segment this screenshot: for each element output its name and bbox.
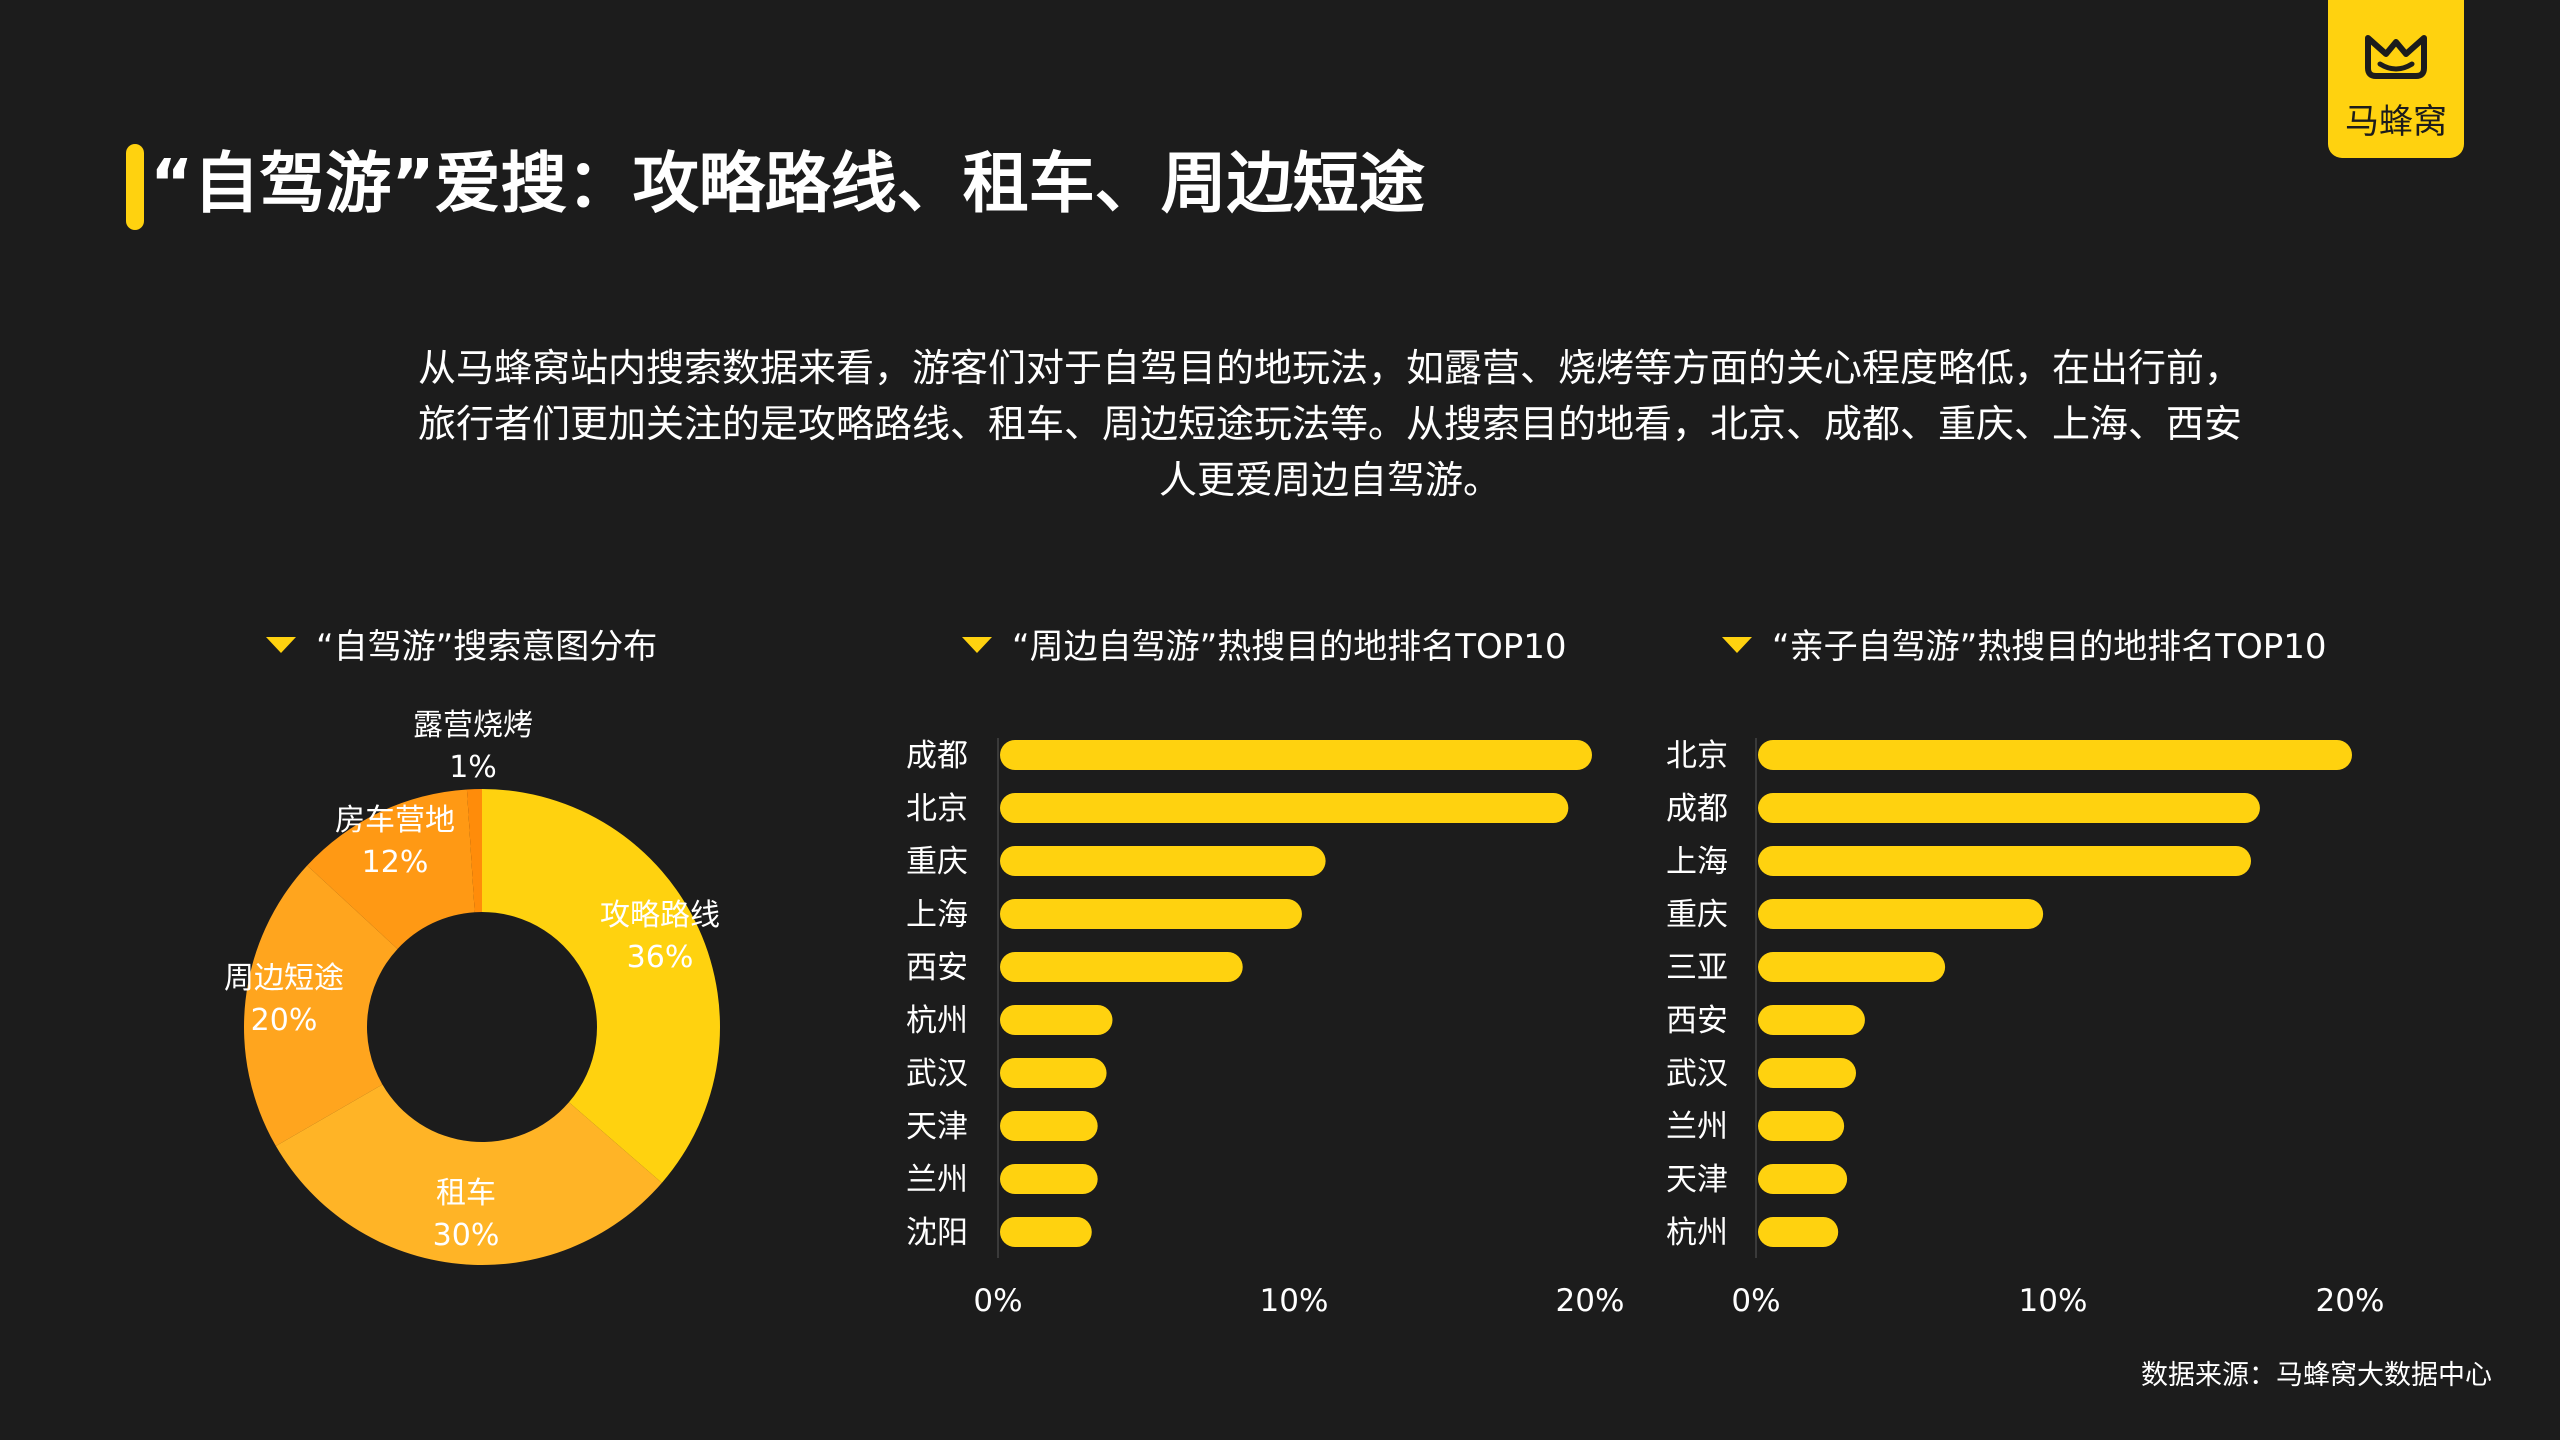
- page-title: “自驾游”爱搜：攻略路线、租车、周边短途: [150, 145, 1425, 222]
- bar-category-label: 武汉: [1666, 1056, 1728, 1092]
- triangle-down-icon: [1722, 636, 1752, 653]
- pie-slice-label: 露营烧烤: [413, 708, 533, 743]
- bar-0: [1000, 740, 1592, 770]
- pie-slice-3: [307, 789, 475, 949]
- bar-category-label: 武汉: [906, 1056, 968, 1092]
- pie-slice-2: [244, 865, 398, 1146]
- mafengwo-logo: 马蜂窝: [2328, 0, 2464, 158]
- pie-chart: 攻略路线 36% 租车 30% 周边短途 20% 房车营地 12% 露营烧烤 1%: [224, 708, 721, 1265]
- bar-5: [1758, 1005, 1865, 1035]
- x-tick-label: 20%: [1556, 1283, 1625, 1319]
- bar-category-label: 沈阳: [906, 1215, 968, 1251]
- triangle-down-icon: [962, 636, 992, 653]
- x-tick-label: 10%: [2019, 1283, 2088, 1319]
- bar-category-label: 重庆: [1666, 897, 1728, 933]
- pie-slice-label: 租车: [436, 1176, 496, 1211]
- bar-category-label: 成都: [906, 738, 968, 774]
- bar-category-label: 上海: [906, 897, 968, 933]
- pie-slice-value: 1%: [449, 750, 497, 785]
- mafengwo-m-icon: [2365, 35, 2427, 79]
- pie-slice-0: [482, 789, 721, 1183]
- bar-3: [1000, 899, 1302, 929]
- bar-8: [1000, 1164, 1098, 1194]
- bar-1: [1000, 793, 1569, 823]
- bar-chart-2-title: “亲子自驾游”热搜目的地排名TOP10: [1722, 622, 2327, 672]
- bar-category-label: 重庆: [906, 844, 968, 880]
- bar-category-label: 兰州: [906, 1162, 968, 1198]
- bar-7: [1758, 1111, 1845, 1141]
- bar-2: [1000, 846, 1326, 876]
- pie-chart-title: “自驾游”搜索意图分布: [266, 622, 657, 672]
- pie-slice-4: [466, 789, 482, 913]
- pie-slice-label: 房车营地: [335, 803, 455, 838]
- pie-slice-value: 12%: [362, 845, 429, 880]
- bar-1: [1758, 793, 2260, 823]
- bar-chart-1-title: “周边自驾游”热搜目的地排名TOP10: [962, 622, 1567, 672]
- title-accent-bar: [126, 144, 144, 230]
- pie-slice-1: [275, 1084, 662, 1265]
- bar-category-label: 北京: [1666, 738, 1728, 774]
- bar-0: [1758, 740, 2352, 770]
- bar-category-label: 西安: [906, 950, 968, 986]
- pie-slice-value: 36%: [627, 940, 694, 975]
- bar-3: [1758, 899, 2044, 929]
- bar-category-label: 天津: [1666, 1162, 1728, 1198]
- pie-slice-value: 30%: [433, 1218, 500, 1253]
- bar-chart-2-title-text: “亲子自驾游”热搜目的地排名TOP10: [1772, 627, 2327, 667]
- x-tick-label: 10%: [1260, 1283, 1329, 1319]
- bar-category-label: 上海: [1666, 844, 1728, 880]
- bar-category-label: 西安: [1666, 1003, 1728, 1039]
- bar-category-label: 天津: [906, 1109, 968, 1145]
- bar-5: [1000, 1005, 1113, 1035]
- x-tick-label: 0%: [973, 1283, 1022, 1319]
- x-tick-label: 20%: [2316, 1283, 2385, 1319]
- bar-6: [1000, 1058, 1107, 1088]
- bar-category-label: 兰州: [1666, 1109, 1728, 1145]
- bar-4: [1000, 952, 1243, 982]
- bar-9: [1758, 1217, 1839, 1247]
- bar-category-label: 杭州: [906, 1003, 968, 1039]
- bar-category-label: 三亚: [1666, 950, 1728, 986]
- pie-slice-value: 20%: [251, 1003, 318, 1038]
- intro-paragraph: 从马蜂窝站内搜索数据来看，游客们对于自驾目的地玩法，如露营、烧烤等方面的关心程度…: [417, 346, 2242, 502]
- bar-6: [1758, 1058, 1857, 1088]
- bar-2: [1758, 846, 2252, 876]
- bar-chart-1-title-text: “周边自驾游”热搜目的地排名TOP10: [1012, 627, 1567, 667]
- pie-chart-title-text: “自驾游”搜索意图分布: [316, 627, 658, 667]
- bar-category-label: 杭州: [1666, 1215, 1728, 1251]
- bar-7: [1000, 1111, 1098, 1141]
- logo-text: 马蜂窝: [2345, 102, 2447, 142]
- pie-slice-label: 攻略路线: [600, 898, 720, 933]
- bar-4: [1758, 952, 1946, 982]
- bar-9: [1000, 1217, 1092, 1247]
- triangle-down-icon: [266, 636, 296, 653]
- bar-category-label: 成都: [1666, 791, 1728, 827]
- bar-category-label: 北京: [906, 791, 968, 827]
- data-source-note: 数据来源：马蜂窝大数据中心: [2141, 1360, 2492, 1391]
- pie-slice-label: 周边短途: [224, 961, 344, 996]
- bar-8: [1758, 1164, 1848, 1194]
- x-tick-label: 0%: [1731, 1283, 1780, 1319]
